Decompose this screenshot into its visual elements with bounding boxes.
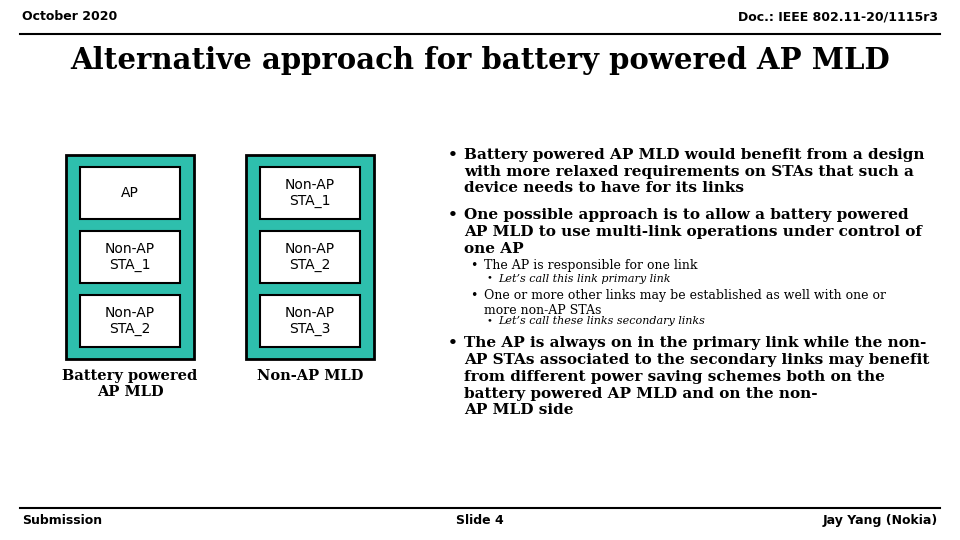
Text: Non-AP
STA_2: Non-AP STA_2 [105, 306, 156, 336]
FancyBboxPatch shape [260, 295, 360, 347]
Text: One possible approach is to allow a battery powered
AP MLD to use multi-link ope: One possible approach is to allow a batt… [464, 208, 922, 256]
Text: •: • [448, 148, 458, 162]
Text: AP: AP [121, 186, 139, 200]
Text: •: • [486, 273, 492, 282]
Text: Non-AP
STA_1: Non-AP STA_1 [105, 242, 156, 272]
FancyBboxPatch shape [260, 167, 360, 219]
Text: Submission: Submission [22, 514, 102, 527]
Text: Slide 4: Slide 4 [456, 514, 504, 527]
Text: •: • [470, 288, 477, 301]
Text: One or more other links may be established as well with one or
more non-AP STAs: One or more other links may be establish… [484, 288, 886, 316]
Text: Non-AP
STA_3: Non-AP STA_3 [285, 306, 335, 336]
Text: Let’s call this link primary link: Let’s call this link primary link [498, 273, 670, 284]
FancyBboxPatch shape [80, 231, 180, 283]
Text: Doc.: IEEE 802.11-20/1115r3: Doc.: IEEE 802.11-20/1115r3 [738, 10, 938, 23]
Text: •: • [448, 208, 458, 222]
Text: The AP is responsible for one link: The AP is responsible for one link [484, 259, 698, 272]
FancyBboxPatch shape [260, 231, 360, 283]
Text: Battery powered
AP MLD: Battery powered AP MLD [62, 369, 198, 399]
Text: •: • [486, 316, 492, 326]
Text: Let’s call these links secondary links: Let’s call these links secondary links [498, 316, 705, 327]
Text: The AP is always on in the primary link while the non-
AP STAs associated to the: The AP is always on in the primary link … [464, 336, 929, 417]
Text: Alternative approach for battery powered AP MLD: Alternative approach for battery powered… [70, 46, 890, 75]
Text: Non-AP
STA_2: Non-AP STA_2 [285, 242, 335, 272]
Text: Battery powered AP MLD would benefit from a design
with more relaxed requirement: Battery powered AP MLD would benefit fro… [464, 148, 924, 195]
Text: •: • [448, 336, 458, 350]
Text: October 2020: October 2020 [22, 10, 117, 23]
FancyBboxPatch shape [80, 295, 180, 347]
Text: •: • [470, 259, 477, 272]
Text: Non-AP MLD: Non-AP MLD [257, 369, 363, 383]
FancyBboxPatch shape [246, 155, 374, 359]
Text: Jay Yang (Nokia): Jay Yang (Nokia) [823, 514, 938, 527]
FancyBboxPatch shape [80, 167, 180, 219]
Text: Non-AP
STA_1: Non-AP STA_1 [285, 178, 335, 208]
FancyBboxPatch shape [66, 155, 194, 359]
